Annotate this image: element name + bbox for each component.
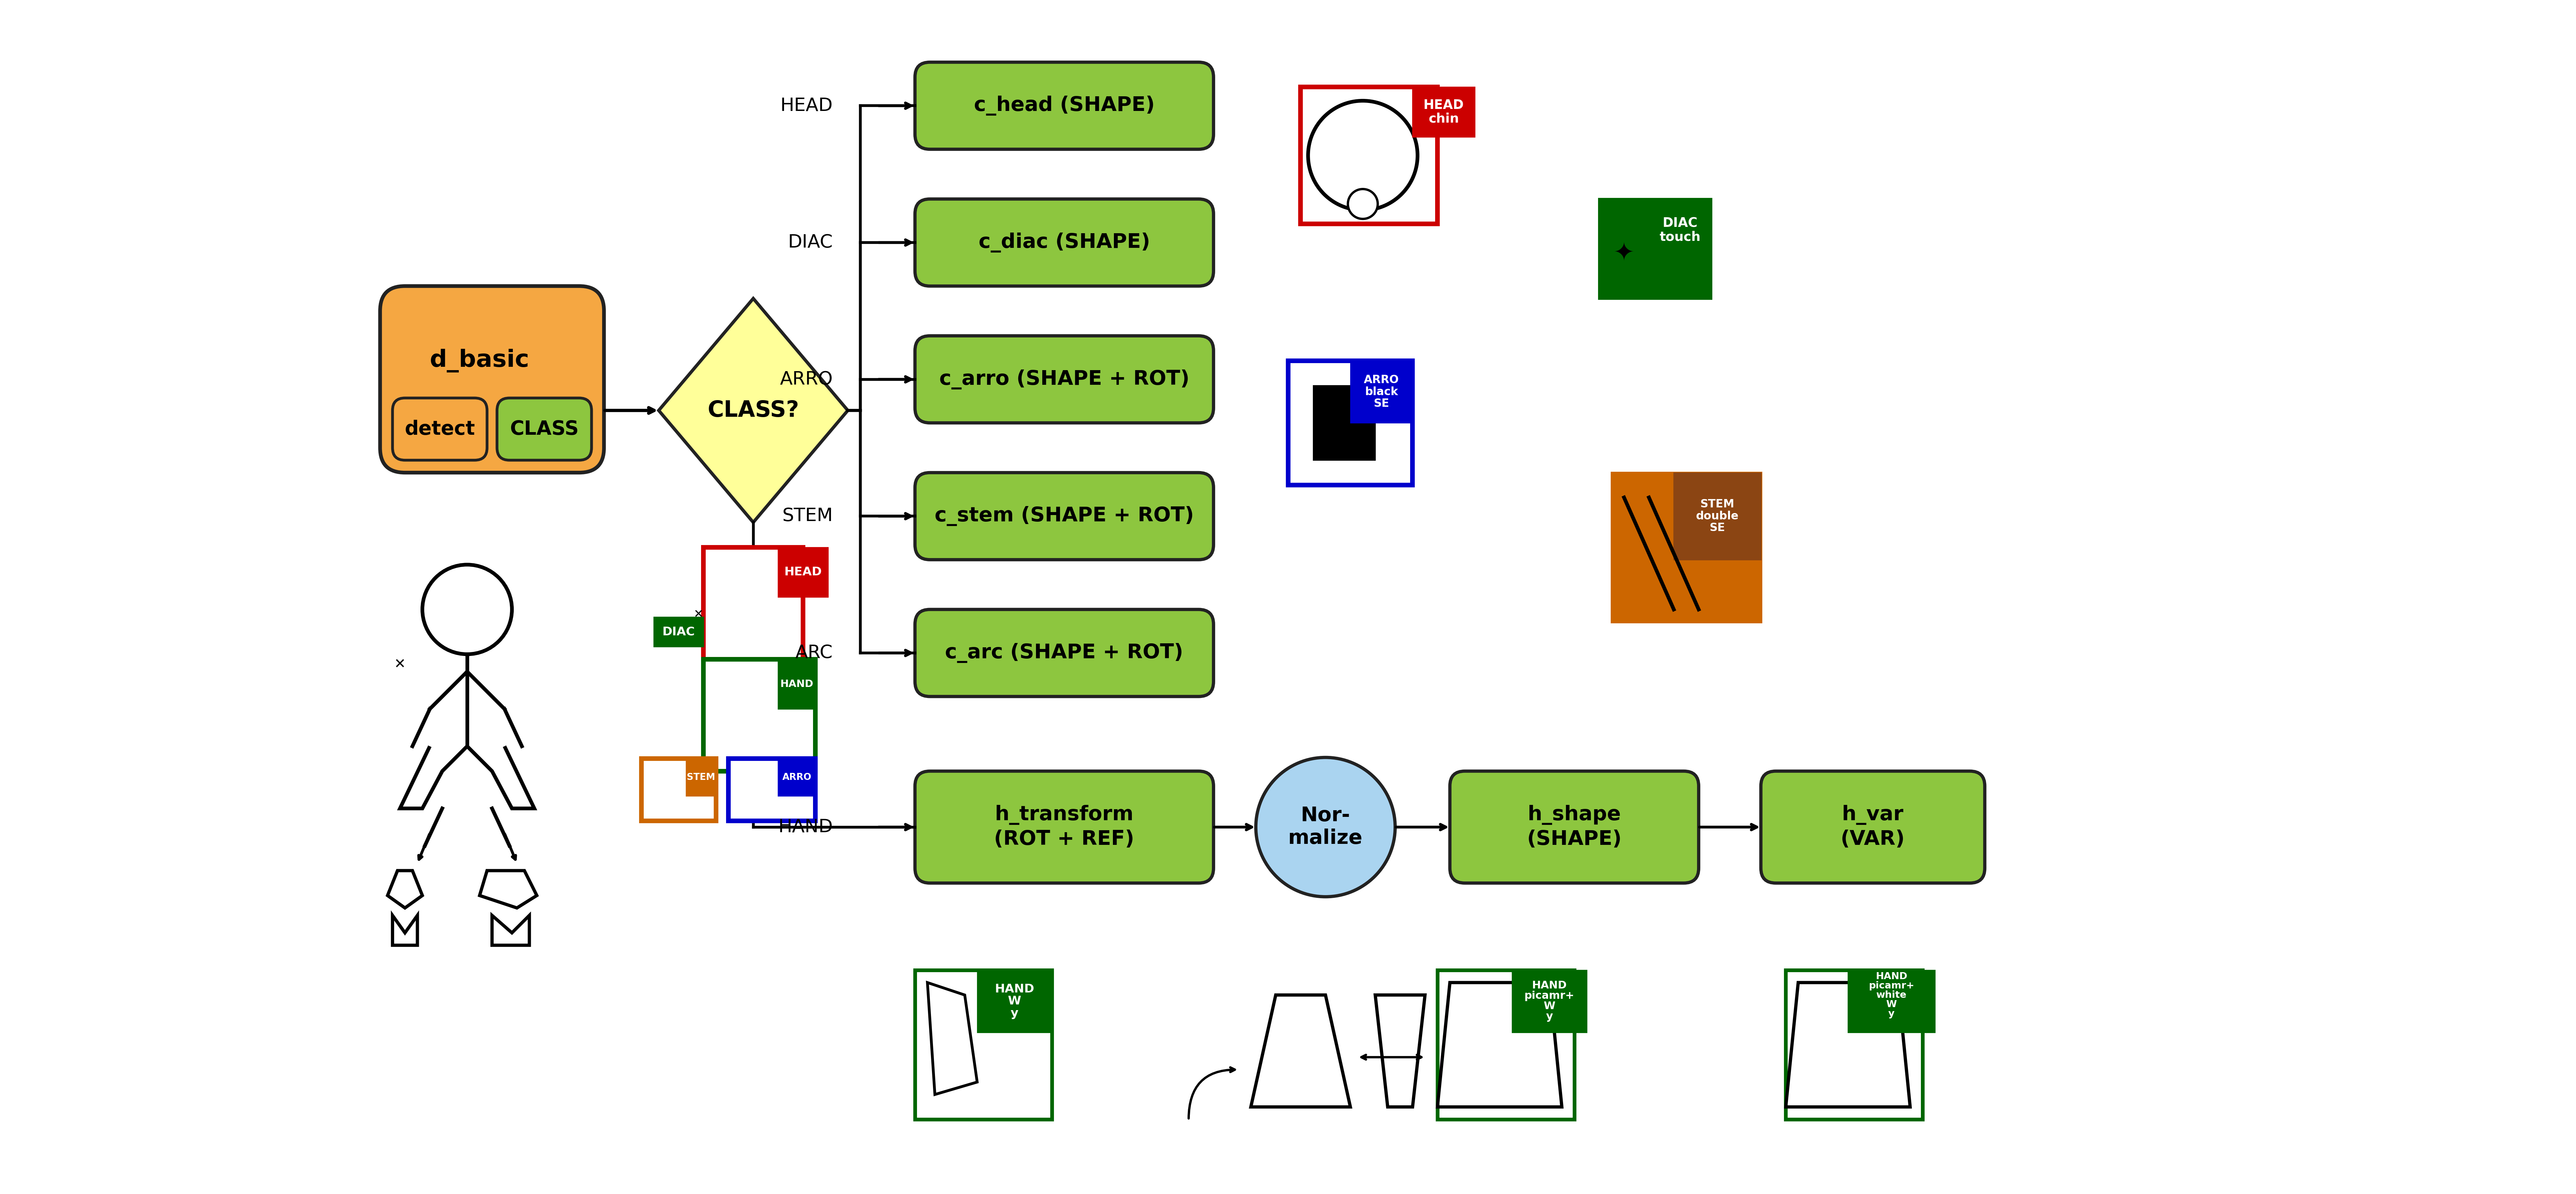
Text: STEM
double
SE: STEM double SE [1695, 499, 1739, 534]
Circle shape [1309, 100, 1417, 210]
Text: ✕: ✕ [693, 609, 703, 620]
Text: Nor-
malize: Nor- malize [1288, 806, 1363, 848]
Text: ARRO
black
SE: ARRO black SE [1363, 375, 1399, 410]
Circle shape [422, 565, 513, 654]
Text: c_arro (SHAPE + ROT): c_arro (SHAPE + ROT) [940, 369, 1190, 389]
FancyBboxPatch shape [1314, 386, 1376, 460]
Text: ✕: ✕ [394, 657, 407, 671]
FancyBboxPatch shape [778, 547, 827, 597]
FancyBboxPatch shape [914, 473, 1213, 560]
Text: HAND
picamr+
white
W
y: HAND picamr+ white W y [1868, 972, 1914, 1018]
FancyBboxPatch shape [914, 336, 1213, 423]
FancyBboxPatch shape [392, 398, 487, 460]
Text: ARC: ARC [796, 644, 832, 661]
FancyBboxPatch shape [914, 62, 1213, 149]
Text: c_arc (SHAPE + ROT): c_arc (SHAPE + ROT) [945, 644, 1182, 663]
FancyBboxPatch shape [685, 758, 716, 796]
FancyBboxPatch shape [703, 547, 804, 659]
FancyBboxPatch shape [1674, 473, 1759, 560]
FancyBboxPatch shape [1450, 771, 1698, 884]
Text: ARRO: ARRO [783, 773, 811, 782]
FancyBboxPatch shape [1600, 199, 1710, 298]
Text: STEM: STEM [783, 507, 832, 525]
FancyBboxPatch shape [1785, 970, 1922, 1120]
FancyBboxPatch shape [641, 758, 716, 821]
Text: detect: detect [404, 419, 474, 438]
FancyBboxPatch shape [1437, 970, 1574, 1120]
Text: DIAC
touch: DIAC touch [1659, 217, 1700, 244]
Text: STEM: STEM [688, 773, 716, 782]
FancyBboxPatch shape [654, 617, 703, 647]
FancyBboxPatch shape [703, 659, 817, 771]
Text: HEAD
chin: HEAD chin [1422, 99, 1463, 125]
FancyBboxPatch shape [914, 970, 1051, 1120]
Text: HAND: HAND [781, 679, 814, 689]
FancyBboxPatch shape [1613, 473, 1759, 622]
Text: h_var
(VAR): h_var (VAR) [1839, 805, 1904, 849]
Text: c_head (SHAPE): c_head (SHAPE) [974, 96, 1154, 116]
Text: DIAC: DIAC [788, 234, 832, 252]
FancyBboxPatch shape [914, 199, 1213, 287]
Circle shape [1255, 757, 1396, 897]
Text: h_transform
(ROT + REF): h_transform (ROT + REF) [994, 805, 1133, 849]
FancyBboxPatch shape [1301, 87, 1437, 224]
FancyBboxPatch shape [1759, 771, 1984, 884]
Text: HAND: HAND [778, 818, 832, 836]
FancyBboxPatch shape [497, 398, 592, 460]
FancyBboxPatch shape [1847, 970, 1935, 1033]
Text: ✦: ✦ [1613, 241, 1636, 266]
Text: DIAC: DIAC [662, 626, 696, 638]
FancyBboxPatch shape [1288, 361, 1412, 485]
Text: CLASS: CLASS [510, 419, 580, 438]
Circle shape [1347, 189, 1378, 219]
Polygon shape [659, 298, 848, 523]
Text: ARRO: ARRO [781, 370, 832, 388]
Text: CLASS?: CLASS? [708, 400, 799, 421]
Text: h_shape
(SHAPE): h_shape (SHAPE) [1528, 805, 1620, 849]
Text: HAND
picamr+
W
y: HAND picamr+ W y [1525, 980, 1574, 1022]
Text: HEAD: HEAD [783, 566, 822, 578]
FancyBboxPatch shape [1350, 361, 1412, 423]
Text: c_diac (SHAPE): c_diac (SHAPE) [979, 233, 1149, 252]
FancyBboxPatch shape [976, 970, 1051, 1033]
FancyBboxPatch shape [914, 771, 1213, 884]
FancyBboxPatch shape [1412, 87, 1473, 137]
Text: HEAD: HEAD [781, 97, 832, 115]
Text: HAND
W
y: HAND W y [994, 984, 1033, 1020]
FancyBboxPatch shape [778, 758, 817, 796]
FancyBboxPatch shape [914, 609, 1213, 696]
FancyBboxPatch shape [729, 758, 817, 821]
FancyBboxPatch shape [381, 287, 603, 473]
Text: c_stem (SHAPE + ROT): c_stem (SHAPE + ROT) [935, 506, 1193, 527]
FancyBboxPatch shape [778, 659, 817, 709]
Text: d_basic: d_basic [430, 349, 528, 373]
FancyBboxPatch shape [1512, 970, 1587, 1033]
FancyBboxPatch shape [1649, 199, 1710, 261]
